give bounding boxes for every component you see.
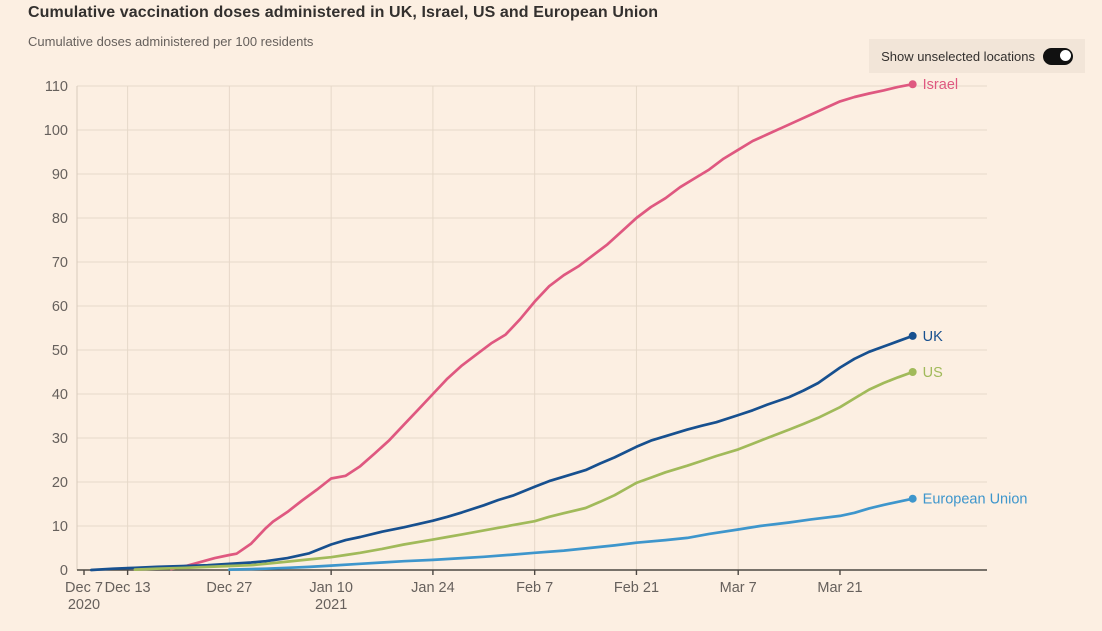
y-tick-label-100: 100 [44,123,68,139]
x-tick-label-day34: Jan 10 [309,580,353,596]
end-dot-uk [908,331,917,340]
x-tick-label-day6: Dec 13 [105,580,151,596]
line-uk [89,334,915,572]
line-us [133,370,915,571]
end-dot-us [908,368,917,376]
x-tick-label-day90: Mar 7 [720,580,757,596]
y-tick-label-50: 50 [52,343,68,359]
x-tick-label-day48: Jan 24 [411,580,455,596]
end-dot-israel [908,80,917,89]
show-unselected-toggle[interactable] [1043,47,1073,65]
series-label-israel: Israel [923,77,958,93]
show-unselected-label: Show unselected locations [881,48,1035,64]
series-label-uk: UK [923,329,943,345]
y-tick-label-60: 60 [52,299,68,315]
x-tick-label-day76: Feb 21 [614,580,659,596]
series-label-us: US [923,365,943,381]
y-tick-label-110: 110 [45,79,68,95]
y-tick-label-10: 10 [52,519,68,535]
page-title: Cumulative vaccination doses administere… [28,4,659,21]
x-tick-label-day0: Dec 7 [65,580,103,596]
series-label-european-union: European Union [923,492,1028,508]
y-tick-label-90: 90 [52,167,68,183]
y-tick-label-80: 80 [52,211,68,227]
x-tick-label-day104: Mar 21 [817,580,862,596]
x-tick-year-day34: 2021 [315,597,347,613]
line-european-union [228,497,915,571]
x-tick-label-day20: Dec 27 [206,580,252,596]
x-tick-label-day62: Feb 7 [516,580,553,596]
x-tick-year-day0: 2020 [68,597,100,613]
y-tick-label-30: 30 [52,431,68,447]
y-tick-label-20: 20 [52,475,68,491]
y-tick-label-0: 0 [60,563,68,579]
line-israel [169,82,915,571]
toggle-knob-icon [1060,49,1071,61]
y-tick-label-70: 70 [52,255,68,271]
chart-subtitle: Cumulative doses administered per 100 re… [28,34,314,49]
show-unselected-panel: Show unselected locations [869,39,1085,73]
end-dot-european-union [908,494,917,503]
y-tick-label-40: 40 [52,387,68,403]
